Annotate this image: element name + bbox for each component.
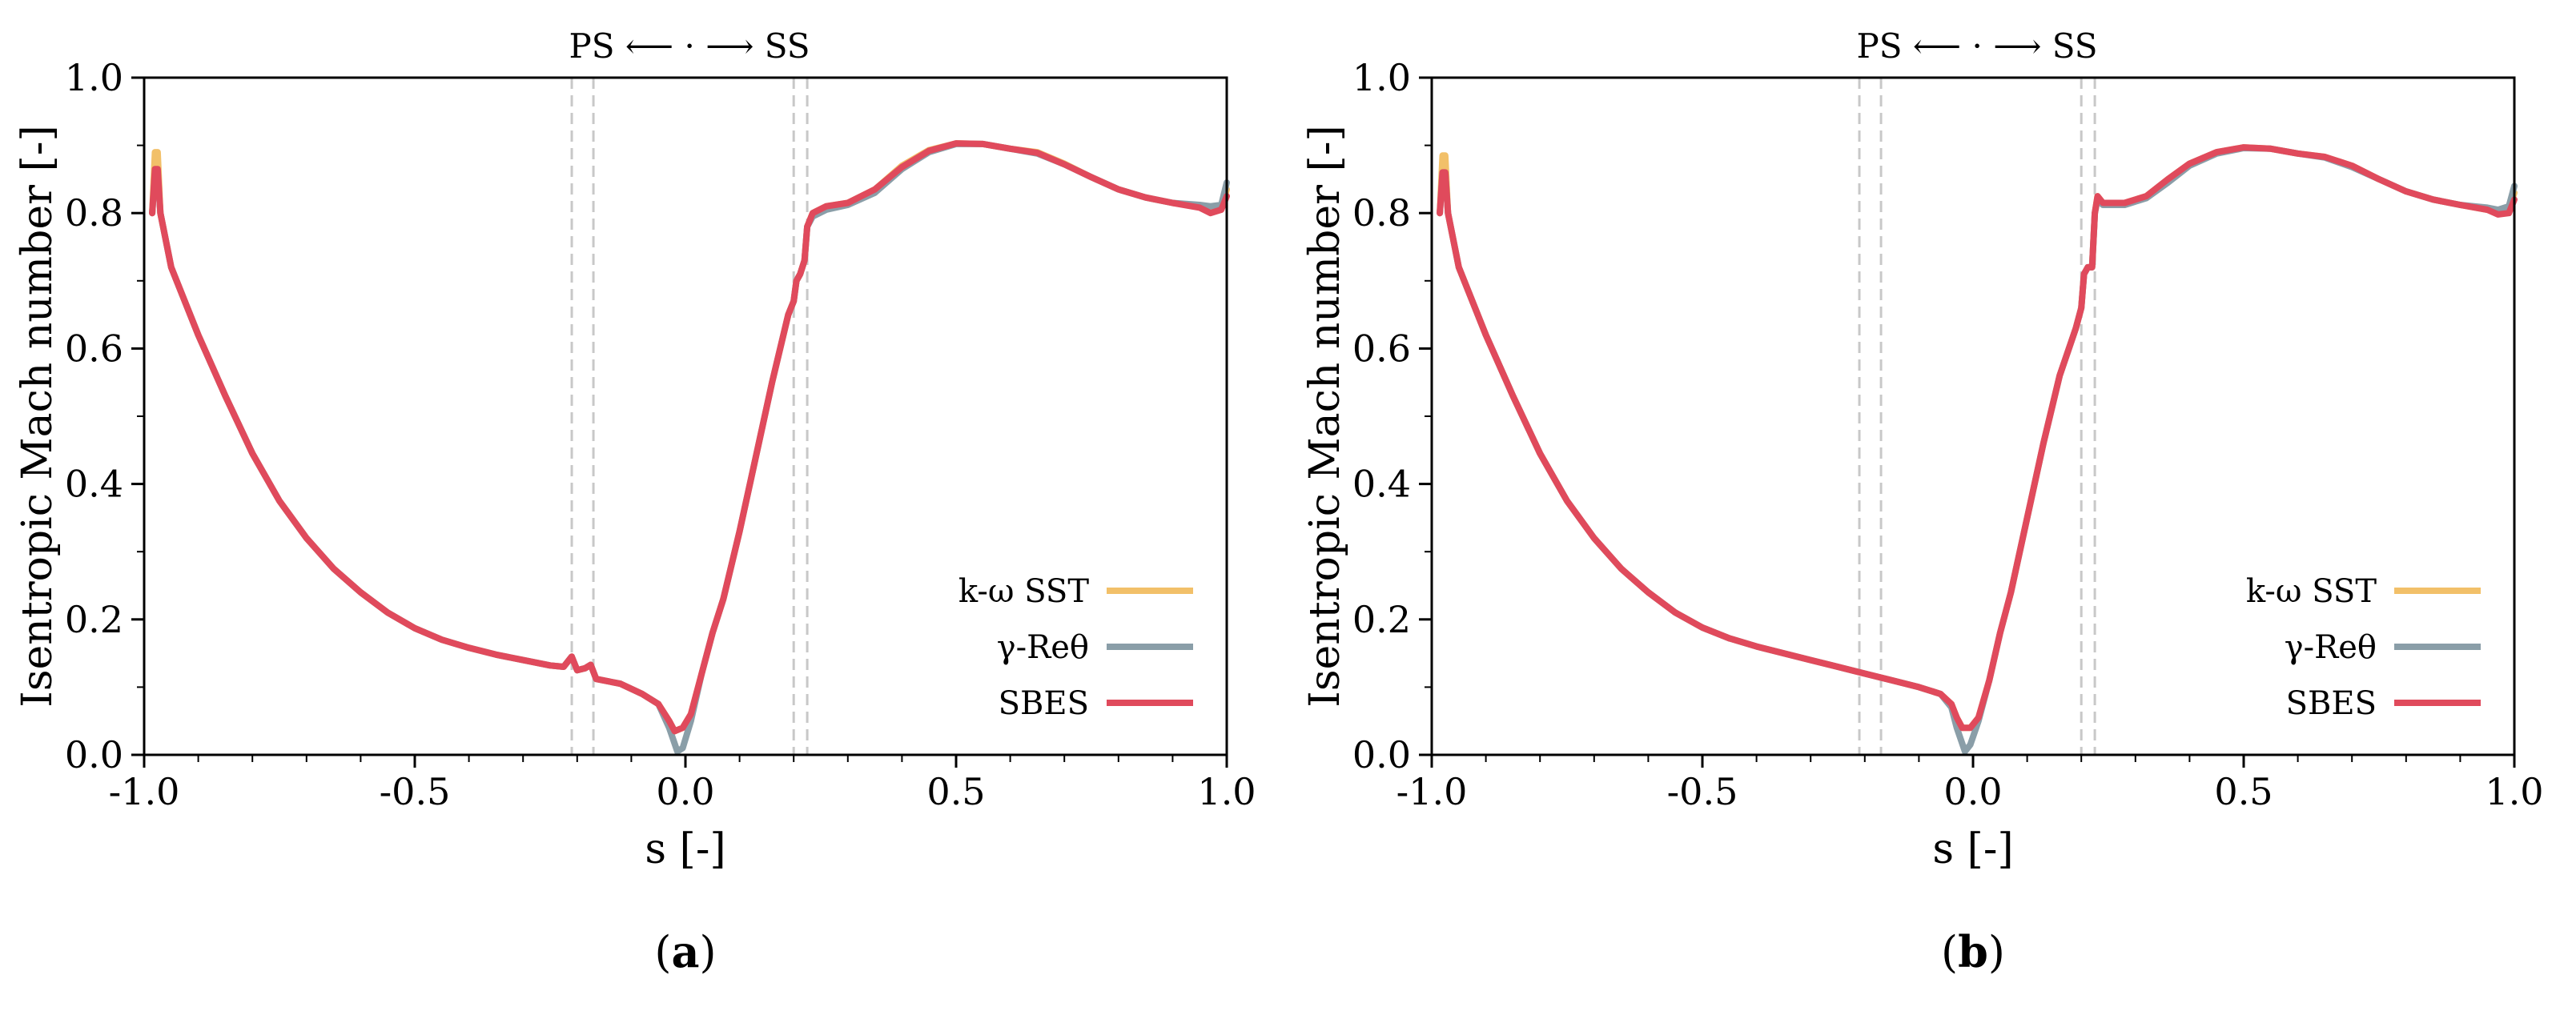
y-axis-label: Isentropic Mach number [-] [14, 125, 62, 707]
caption-close-paren: ) [1988, 927, 2005, 977]
x-axis-label: s [-] [645, 825, 725, 873]
y-tick-label: 0.2 [65, 598, 123, 641]
x-tick-label: 0.5 [926, 770, 985, 813]
x-tick-label: 0.0 [1943, 770, 2002, 813]
caption-close-paren: ) [700, 927, 717, 977]
x-tick-label: -0.5 [380, 770, 451, 813]
x-tick-label: -0.5 [1667, 770, 1738, 813]
legend-label: γ-Reθ [997, 629, 1089, 666]
y-tick-label: 0.6 [1352, 327, 1411, 370]
y-tick-label: 0.0 [1352, 733, 1411, 776]
y-tick-label: 1.0 [65, 56, 123, 99]
series-line-sbes [149, 140, 1230, 735]
pressure-suction-side-annotation: PS ⟵ · ⟶ SS [1857, 26, 2098, 66]
y-tick-label: 0.2 [1352, 598, 1411, 641]
x-tick-label: 0.0 [656, 770, 714, 813]
panel-caption: (a) [654, 926, 716, 977]
y-tick-label: 0.8 [65, 191, 123, 235]
legend-label: γ-Reθ [2285, 629, 2377, 666]
x-tick-label: 1.0 [1197, 770, 1256, 813]
series-line-sbes [1437, 144, 2518, 732]
panel-caption: (b) [1941, 926, 2005, 977]
y-tick-label: 0.6 [65, 327, 123, 370]
y-tick-label: 1.0 [1352, 56, 1411, 99]
y-tick-label: 0.4 [1352, 463, 1411, 506]
y-axis-label: Isentropic Mach number [-] [1301, 125, 1349, 707]
legend-label: k-ω SST [958, 573, 1089, 610]
legend-label: k-ω SST [2246, 573, 2377, 610]
x-axis-label: s [-] [1932, 825, 2013, 873]
caption-open-paren: ( [654, 927, 671, 977]
chart-panel-a: -1.0 -0.5 0.0 0.5 1.0 0.0 0.2 0.4 0.6 0.8 1.0 s [-]… [14, 26, 1256, 977]
caption-letter: a [672, 926, 700, 977]
y-tick-label: 0.4 [65, 463, 123, 506]
chart-panel-b: -1.0 -0.5 0.0 0.5 1.0 0.0 0.2 0.4 0.6 0.8 1.0 s [-]… [1301, 26, 2544, 977]
x-tick-label: 0.5 [2214, 770, 2273, 813]
x-tick-label: -1.0 [109, 770, 180, 813]
pressure-suction-side-annotation: PS ⟵ · ⟶ SS [569, 26, 810, 66]
x-tick-label: -1.0 [1397, 770, 1468, 813]
x-tick-label: 1.0 [2485, 770, 2543, 813]
caption-letter: b [1958, 926, 1988, 977]
caption-open-paren: ( [1941, 927, 1958, 977]
y-tick-label: 0.0 [65, 733, 123, 776]
y-tick-label: 0.8 [1352, 191, 1411, 235]
legend-label: SBES [999, 685, 1089, 722]
legend-label: SBES [2286, 685, 2377, 722]
